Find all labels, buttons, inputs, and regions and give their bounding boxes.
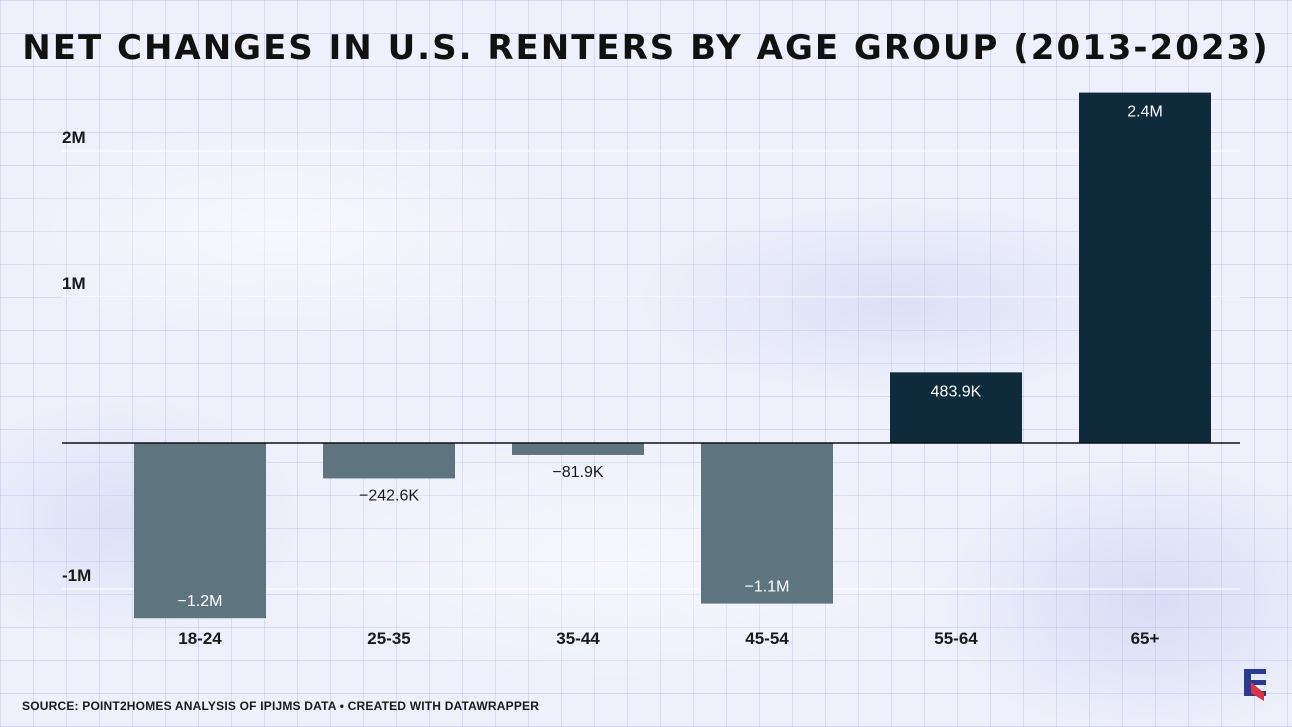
x-category-label: 65+ [1131,629,1160,648]
bar-55-64 [890,372,1022,443]
x-category-labels: 18-24 25-35 35-44 45-54 55-64 65+ [178,629,1159,648]
x-category-label: 25-35 [367,629,410,648]
value-labels: −1.2M −242.6K −81.9K −1.1M 483.9K 2.4M [178,104,1163,611]
bar-35-44 [512,443,644,455]
point2homes-logo [1244,669,1266,701]
x-category-label: 35-44 [556,629,600,648]
y-tick-label: -1M [62,566,91,585]
bar-65+ [1079,92,1211,443]
chart-title: NET CHANGES IN U.S. RENTERS BY AGE GROUP… [22,28,1270,68]
value-label: 483.9K [931,383,982,400]
value-label: −1.2M [178,593,223,610]
bar-25-35 [323,443,455,479]
y-tick-label: 2M [62,128,86,147]
bar-45-54 [701,443,833,604]
y-tick-label: 1M [62,274,86,293]
source-note: SOURCE: POINT2HOMES ANALYSIS OF IPIJMS D… [22,699,540,713]
value-label: −81.9K [552,464,603,481]
y-tick-labels: 2M 1M -1M [62,128,91,585]
x-category-label: 55-64 [934,629,978,648]
value-label: 2.4M [1127,104,1163,121]
value-label: −242.6K [359,487,419,504]
bars [134,92,1211,619]
x-category-label: 18-24 [178,629,222,648]
bar-18-24 [134,443,266,619]
value-label: −1.1M [745,579,790,596]
bar-chart: −1.2M −242.6K −81.9K −1.1M 483.9K 2.4M 2M 1M -1… [62,92,1240,648]
x-category-label: 45-54 [745,629,789,648]
